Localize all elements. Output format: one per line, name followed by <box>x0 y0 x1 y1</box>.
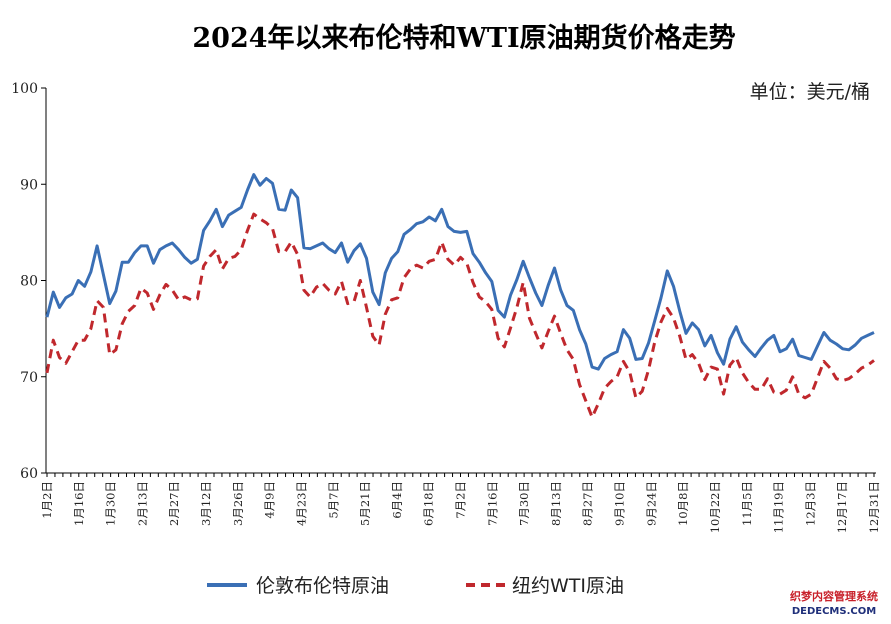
x-tick-label: 11月5日 <box>740 481 754 526</box>
x-tick-label: 2月27日 <box>167 481 181 526</box>
x-tick-label: 1月30日 <box>104 481 118 526</box>
x-tick-label: 3月26日 <box>231 481 245 526</box>
series-layer <box>45 173 875 419</box>
x-tick-label: 9月24日 <box>644 481 658 526</box>
plot-area <box>45 88 876 474</box>
x-tick-label: 3月12日 <box>199 481 213 526</box>
unit-label: 单位：美元/桶 <box>750 81 870 103</box>
x-tick-label: 8月13日 <box>549 481 563 526</box>
watermark-chinese: 织梦内容管理系统 <box>790 589 878 603</box>
y-tick-label: 90 <box>20 177 38 193</box>
x-tick-label: 8月27日 <box>581 481 595 526</box>
legend-wti-label: 纽约WTI原油 <box>512 575 624 597</box>
series-line-wti <box>45 212 875 419</box>
series-line-brent <box>45 173 875 371</box>
y-axis-ticks: 60 70 80 90 100 <box>11 81 46 482</box>
y-tick-label: 70 <box>20 370 38 386</box>
x-tick-label: 7月16日 <box>485 481 499 526</box>
x-tick-label: 6月18日 <box>422 481 436 526</box>
x-tick-label: 6月4日 <box>390 481 404 519</box>
x-tick-label: 12月17日 <box>835 481 849 533</box>
x-tick-label: 1月16日 <box>72 481 86 526</box>
x-tick-label: 1月2日 <box>40 481 54 519</box>
watermark-english: DEDECMS.COM <box>792 606 876 617</box>
x-tick-label: 11月19日 <box>772 481 786 533</box>
x-tick-label: 12月3日 <box>803 481 817 526</box>
x-tick-label: 7月2日 <box>454 481 468 519</box>
x-tick-label: 10月22日 <box>708 481 722 533</box>
x-axis-ticks: 1月2日 1月16日 1月30日 2月13日 2月27日 3月12日 3月26日 4月9日 4月… <box>40 473 881 533</box>
y-tick-label: 60 <box>20 466 38 482</box>
x-tick-label: 9月10日 <box>613 481 627 526</box>
legend: 伦敦布伦特原油 纽约WTI原油 <box>207 575 624 597</box>
y-tick-label: 80 <box>20 274 38 290</box>
x-tick-label: 12月31日 <box>867 481 881 533</box>
watermark: 织梦内容管理系统 DEDECMS.COM <box>790 589 878 617</box>
x-tick-label: 5月21日 <box>358 481 372 526</box>
x-tick-label: 4月9日 <box>263 481 277 519</box>
chart-title: 2024年以来布伦特和WTI原油期货价格走势 <box>192 22 735 54</box>
x-tick-label: 5月7日 <box>326 481 340 519</box>
x-tick-label: 2月13日 <box>135 481 149 526</box>
x-tick-label: 4月23日 <box>294 481 308 526</box>
y-tick-label: 100 <box>11 81 38 97</box>
x-tick-label: 10月8日 <box>676 481 690 526</box>
x-tick-label: 7月30日 <box>517 481 531 526</box>
legend-brent-label: 伦敦布伦特原油 <box>256 575 389 597</box>
